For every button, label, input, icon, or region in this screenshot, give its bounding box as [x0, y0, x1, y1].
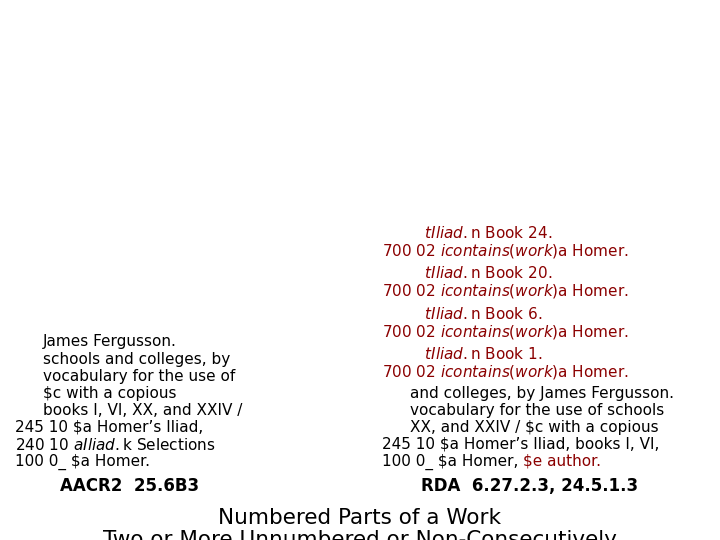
- Text: 240 10 $a Iliad. $k Selections: 240 10 $a Iliad. $k Selections: [15, 437, 215, 453]
- Text: 245 10 $a Homer’s Iliad,: 245 10 $a Homer’s Iliad,: [15, 420, 203, 435]
- Text: Numbered Parts of a Work: Numbered Parts of a Work: [218, 508, 502, 528]
- Text: 245 10 $a Homer’s Iliad, books I, VI,: 245 10 $a Homer’s Iliad, books I, VI,: [382, 437, 660, 452]
- Text: $t Iliad. $n Book 20.: $t Iliad. $n Book 20.: [410, 266, 552, 281]
- Text: 700 02 $i contains (work) $a Homer.: 700 02 $i contains (work) $a Homer.: [382, 322, 629, 341]
- Text: vocabulary for the use of: vocabulary for the use of: [43, 369, 235, 383]
- Text: books I, VI, XX, and XXIV /: books I, VI, XX, and XXIV /: [43, 403, 243, 418]
- Text: RDA  6.27.2.3, 24.5.1.3: RDA 6.27.2.3, 24.5.1.3: [421, 477, 639, 495]
- Text: $t Iliad. $n Book 6.: $t Iliad. $n Book 6.: [410, 306, 543, 321]
- Text: 700 02 $i contains (work) $a Homer.: 700 02 $i contains (work) $a Homer.: [382, 282, 629, 300]
- Text: AACR2  25.6B3: AACR2 25.6B3: [60, 477, 199, 495]
- Text: schools and colleges, by: schools and colleges, by: [43, 352, 230, 367]
- Text: and colleges, by James Fergusson.: and colleges, by James Fergusson.: [410, 386, 674, 401]
- Text: 700 02 $i contains (work) $a Homer.: 700 02 $i contains (work) $a Homer.: [382, 242, 629, 260]
- Text: $t Iliad. $n Book 1.: $t Iliad. $n Book 1.: [410, 346, 543, 362]
- Text: vocabulary for the use of schools: vocabulary for the use of schools: [410, 403, 665, 418]
- Text: Two or More Unnumbered or Non-Consecutively: Two or More Unnumbered or Non-Consecutiv…: [103, 530, 617, 540]
- Text: $t Iliad. $n Book 24.: $t Iliad. $n Book 24.: [410, 225, 552, 241]
- Text: 100 0_ $a Homer,: 100 0_ $a Homer,: [382, 454, 523, 470]
- Text: $e author.: $e author.: [523, 454, 601, 469]
- Text: 700 02 $i contains (work) $a Homer.: 700 02 $i contains (work) $a Homer.: [382, 363, 629, 381]
- Text: XX, and XXIV / $c with a copious: XX, and XXIV / $c with a copious: [410, 420, 659, 435]
- Text: 100 0_ $a Homer.: 100 0_ $a Homer.: [15, 454, 150, 470]
- Text: $c with a copious: $c with a copious: [43, 386, 176, 401]
- Text: James Fergusson.: James Fergusson.: [43, 334, 177, 349]
